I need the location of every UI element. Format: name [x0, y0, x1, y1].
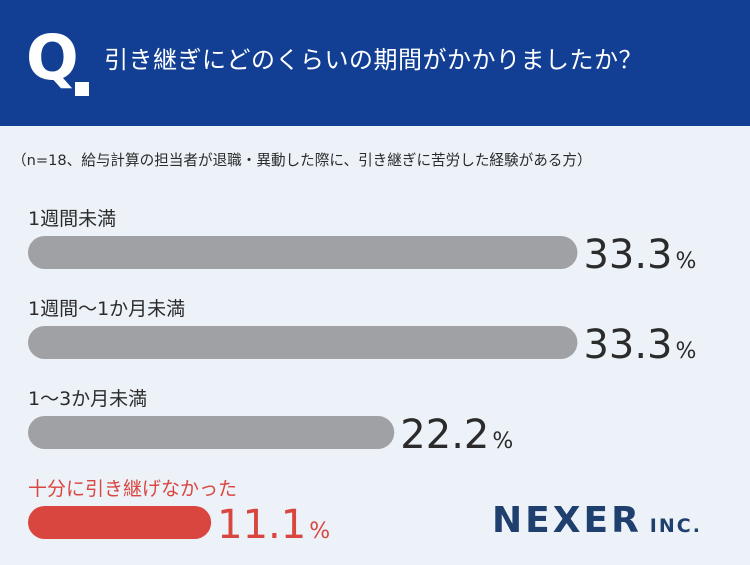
q-mark: Q — [26, 21, 79, 94]
bar — [28, 236, 578, 269]
bar — [28, 416, 395, 449]
category-label: 1週間未満 — [28, 208, 116, 230]
value-label: 33.3% — [583, 232, 696, 278]
question-header: Q 引き継ぎにどのくらいの期間がかかりましたか？ — [0, 0, 750, 126]
question-text: 引き継ぎにどのくらいの期間がかかりましたか？ — [104, 46, 643, 74]
survey-note: （n=18、給与計算の担当者が退職・異動した際に、引き継ぎに苦労した経験がある方… — [12, 152, 592, 169]
q-dot-shape — [75, 82, 89, 96]
category-label: 1週間〜1か月未満 — [28, 298, 185, 320]
bar — [28, 326, 578, 359]
value-label: 11.1% — [217, 502, 330, 548]
value-label: 22.2% — [400, 412, 513, 458]
value-label: 33.3% — [583, 322, 696, 368]
logo-sub-text: INC. — [649, 515, 702, 537]
category-label: 1〜3か月未満 — [28, 388, 147, 410]
nexer-logo: NEXER INC. — [492, 500, 702, 541]
logo-main-text: NEXER — [492, 500, 642, 541]
bar — [28, 506, 212, 539]
category-label: 十分に引き継げなかった — [28, 478, 237, 500]
